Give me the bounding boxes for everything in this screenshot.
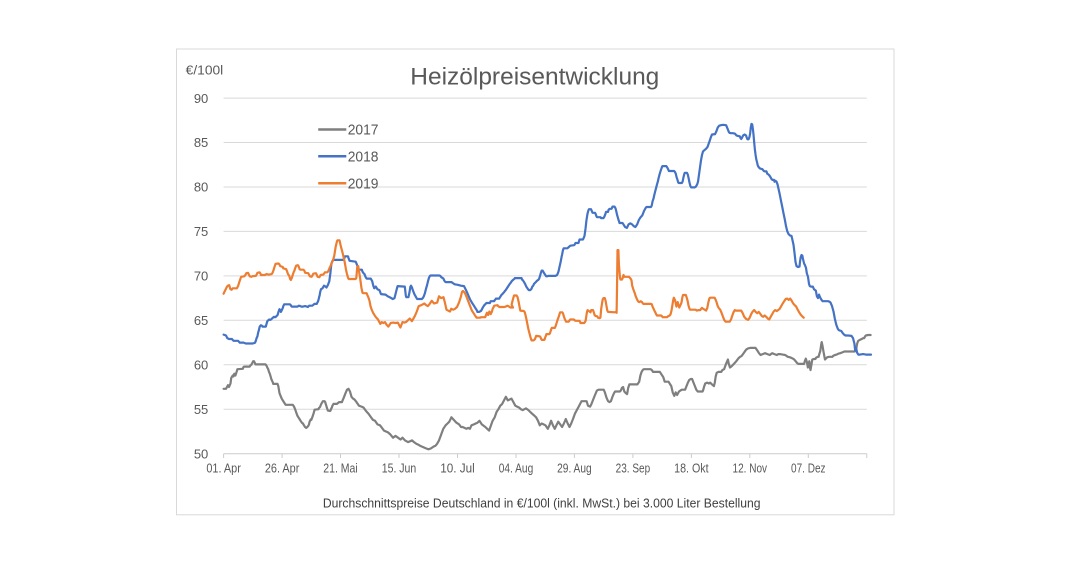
svg-text:€/100l: €/100l bbox=[186, 63, 224, 78]
svg-text:29. Aug: 29. Aug bbox=[557, 461, 592, 476]
svg-text:85: 85 bbox=[194, 135, 208, 150]
svg-text:07. Dez: 07. Dez bbox=[791, 461, 826, 476]
svg-text:2019: 2019 bbox=[348, 176, 379, 192]
svg-text:55: 55 bbox=[194, 402, 208, 417]
svg-text:04. Aug: 04. Aug bbox=[499, 461, 534, 476]
svg-text:Durchschnittspreise Deutschlan: Durchschnittspreise Deutschland in €/100… bbox=[323, 496, 761, 510]
svg-text:65: 65 bbox=[194, 313, 208, 328]
svg-text:Heizölpreisentwicklung: Heizölpreisentwicklung bbox=[410, 64, 659, 91]
svg-text:50: 50 bbox=[194, 446, 208, 461]
svg-text:10. Jul: 10. Jul bbox=[440, 461, 475, 476]
svg-text:26. Apr: 26. Apr bbox=[265, 461, 300, 476]
svg-text:23. Sep: 23. Sep bbox=[616, 461, 651, 476]
svg-text:2018: 2018 bbox=[348, 150, 379, 166]
svg-text:15. Jun: 15. Jun bbox=[382, 461, 417, 476]
svg-text:60: 60 bbox=[194, 358, 208, 373]
svg-text:12. Nov: 12. Nov bbox=[733, 461, 768, 476]
svg-text:18. Okt: 18. Okt bbox=[674, 461, 709, 476]
svg-text:90: 90 bbox=[194, 91, 208, 106]
svg-text:80: 80 bbox=[194, 180, 208, 195]
svg-text:21. Mai: 21. Mai bbox=[323, 461, 358, 476]
svg-text:70: 70 bbox=[194, 269, 208, 284]
svg-text:01. Apr: 01. Apr bbox=[206, 461, 241, 476]
svg-text:75: 75 bbox=[194, 224, 208, 239]
svg-text:2017: 2017 bbox=[348, 123, 379, 139]
